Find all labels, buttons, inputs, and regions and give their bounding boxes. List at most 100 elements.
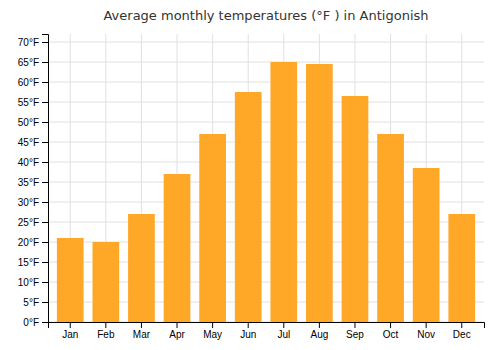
tick: Dec	[453, 322, 471, 340]
bar	[413, 168, 440, 322]
tick: Jun	[240, 322, 256, 340]
tick-label: 20°F	[18, 237, 39, 248]
bar	[92, 242, 119, 322]
tick-label: 60°F	[18, 77, 39, 88]
tick: 40°F	[18, 157, 48, 168]
tick-mark	[42, 182, 48, 183]
y-axis: 0°F 5°F 10°F 15°F 20°F 25°F 30°F 35°F 40°F 45°F 50…	[18, 35, 49, 328]
tick-label: Jan	[62, 329, 78, 340]
tick-label: Feb	[97, 329, 115, 340]
tick-mark	[426, 322, 427, 328]
tick: 10°F	[18, 277, 48, 288]
tick-mark	[42, 222, 48, 223]
bar	[235, 92, 262, 322]
bar	[306, 64, 333, 322]
grid-line	[48, 102, 484, 103]
tick-mark	[177, 322, 178, 328]
tick-mark	[212, 322, 213, 328]
tick: Aug	[310, 322, 328, 340]
tick-label: Oct	[383, 329, 399, 340]
tick-label: Sep	[346, 329, 364, 340]
tick-label: Mar	[133, 329, 151, 340]
tick-mark	[42, 82, 48, 83]
grid-line	[48, 162, 484, 163]
tick-label: May	[203, 329, 222, 340]
tick-label: Aug	[310, 329, 328, 340]
bar	[377, 134, 404, 322]
tick-mark	[105, 322, 106, 328]
tick-mark	[42, 122, 48, 123]
tick-label: 30°F	[18, 197, 39, 208]
tick: 20°F	[18, 237, 48, 248]
tick-mark	[141, 322, 142, 328]
tick-mark	[70, 322, 71, 328]
grid	[48, 34, 484, 322]
tick-label: Dec	[453, 329, 471, 340]
tick-mark	[319, 322, 320, 328]
bars	[57, 62, 475, 322]
tick-mark	[42, 102, 48, 103]
tick: Apr	[169, 322, 185, 340]
tick-mark	[42, 242, 48, 243]
tick-label: 50°F	[18, 117, 39, 128]
tick-label: Jun	[240, 329, 256, 340]
tick: 5°F	[23, 297, 48, 308]
bar	[270, 62, 297, 322]
axis-line	[49, 323, 485, 329]
tick-mark	[42, 282, 48, 283]
tick-mark	[390, 322, 391, 328]
bar	[57, 238, 84, 322]
tick-label: 40°F	[18, 157, 39, 168]
x-axis: Jan Feb Mar Apr May Jun Jul Aug Sep Oct Nov Dec	[49, 322, 485, 340]
title: Average monthly temperatures (°F ) in An…	[103, 8, 428, 23]
tick-label: 15°F	[18, 257, 39, 268]
grid-line	[48, 142, 484, 143]
tick: 15°F	[18, 257, 48, 268]
tick-label: Nov	[417, 329, 435, 340]
grid-line	[48, 42, 484, 43]
tick: Jan	[62, 322, 78, 340]
tick: 0°F	[23, 317, 48, 328]
tick: 35°F	[18, 177, 48, 188]
tick-mark	[248, 322, 249, 328]
tick-label: 25°F	[18, 217, 39, 228]
tick-mark	[461, 322, 462, 328]
tick-label: 70°F	[18, 37, 39, 48]
tick-label: Apr	[169, 329, 185, 340]
tick-mark	[42, 62, 48, 63]
tick: 70°F	[18, 37, 48, 48]
tick-label: 65°F	[18, 57, 39, 68]
tick: Sep	[346, 322, 364, 340]
tick: 60°F	[18, 77, 48, 88]
tick: 45°F	[18, 137, 48, 148]
tick: Jul	[277, 322, 290, 340]
tick-mark	[42, 202, 48, 203]
tick-label: 45°F	[18, 137, 39, 148]
tick-label: Jul	[277, 329, 290, 340]
tick-label: 10°F	[18, 277, 39, 288]
tick: May	[203, 322, 222, 340]
chart: Jan Feb Mar Apr May Jun Jul Aug Sep Oct Nov Dec 0°F 5…	[0, 0, 500, 350]
plot: Jan Feb Mar Apr May Jun Jul Aug Sep Oct Nov Dec 0°F 5…	[18, 34, 485, 340]
tick-mark	[42, 142, 48, 143]
tick-label: 35°F	[18, 177, 39, 188]
bar	[128, 214, 155, 322]
grid-line	[48, 122, 484, 123]
tick: 30°F	[18, 197, 48, 208]
tick-mark	[42, 322, 48, 323]
tick-mark	[42, 262, 48, 263]
bar	[164, 174, 191, 322]
grid-line	[48, 62, 484, 63]
tick: Mar	[133, 322, 151, 340]
bar	[199, 134, 226, 322]
tick-mark	[283, 322, 284, 328]
axis-line	[42, 35, 49, 323]
tick-mark	[42, 162, 48, 163]
tick-mark	[42, 42, 48, 43]
tick: 55°F	[18, 97, 48, 108]
tick: Feb	[97, 322, 115, 340]
tick-mark	[42, 302, 48, 303]
tick: 65°F	[18, 57, 48, 68]
tick-label: 55°F	[18, 97, 39, 108]
tick: 25°F	[18, 217, 48, 228]
